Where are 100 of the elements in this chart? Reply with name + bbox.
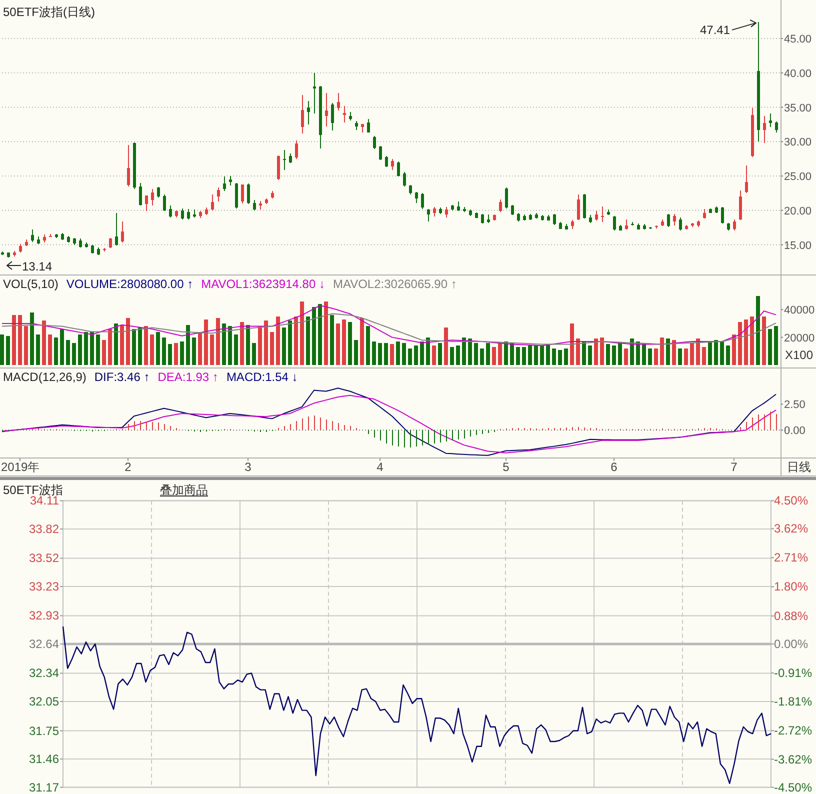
- bar: [42, 320, 46, 365]
- bar: [318, 304, 322, 365]
- candlestick: [325, 92, 328, 127]
- y-tick-label: 32.34: [28, 666, 60, 680]
- bar: [414, 346, 418, 365]
- y2-tick-label: -0.91%: [774, 666, 812, 680]
- candlestick: [31, 229, 34, 242]
- bar: [738, 322, 742, 365]
- bar: [390, 344, 394, 365]
- annotation: 13.14: [22, 260, 52, 274]
- y-tick-label: 20.00: [784, 205, 812, 218]
- bar: [744, 319, 748, 365]
- bar: [732, 334, 736, 365]
- candlestick: [163, 194, 166, 212]
- bar: [654, 348, 658, 365]
- bar: [156, 332, 160, 365]
- bar: [612, 346, 616, 365]
- y2-tick-label: 3.62%: [774, 522, 808, 536]
- bar: [312, 306, 316, 365]
- candlestick: [415, 191, 418, 204]
- candlestick: [763, 116, 766, 144]
- candlestick: [187, 208, 190, 220]
- candlestick: [403, 171, 406, 187]
- bar: [756, 296, 760, 365]
- candlestick: [775, 121, 778, 134]
- bar: [450, 347, 454, 365]
- bar: [174, 342, 178, 365]
- candlestick: [427, 208, 430, 222]
- bar: [108, 329, 112, 365]
- y-tick-label: 40000: [784, 304, 815, 317]
- bar: [0, 334, 4, 365]
- bar: [726, 346, 730, 365]
- bar: [462, 337, 466, 365]
- bar: [378, 342, 382, 365]
- bar: [504, 341, 508, 365]
- bar: [660, 337, 664, 365]
- bar: [516, 347, 520, 365]
- candlestick: [673, 213, 676, 226]
- bar: [528, 346, 532, 365]
- bar: [438, 342, 442, 365]
- bar: [288, 320, 292, 365]
- candlestick: [583, 193, 586, 220]
- bar: [330, 315, 334, 365]
- y2-tick-label: 0.88%: [774, 608, 808, 623]
- bar: [252, 342, 256, 365]
- bar: [348, 322, 352, 365]
- bar: [54, 337, 58, 365]
- bar: [636, 341, 640, 365]
- candlestick: [277, 154, 280, 181]
- y2-tick-label: -4.50%: [774, 780, 812, 794]
- bar: [444, 328, 448, 365]
- candlestick: [223, 176, 226, 192]
- x-tick-label: 6: [610, 460, 618, 474]
- candlestick: [121, 220, 124, 244]
- candlestick: [505, 187, 508, 209]
- bar: [684, 348, 688, 365]
- candlestick: [511, 204, 514, 216]
- bar: [552, 348, 556, 365]
- bar: [702, 347, 706, 365]
- y-tick-label: 32.05: [28, 694, 60, 709]
- candlestick: [745, 165, 748, 194]
- bar: [72, 342, 76, 365]
- y-tick-label: 2.50: [784, 399, 806, 412]
- candlestick: [253, 200, 256, 211]
- bar: [540, 346, 544, 365]
- y-tick-label: 32.93: [28, 608, 60, 623]
- y-tick-label: 31.46: [28, 752, 60, 766]
- candlestick: [409, 184, 412, 196]
- candlestick: [499, 198, 502, 212]
- bar: [12, 315, 16, 365]
- bar: [126, 318, 130, 365]
- y-tick-label: 32.64: [28, 637, 60, 651]
- y-tick-label: 33.52: [28, 551, 60, 566]
- y2-tick-label: -2.72%: [774, 724, 812, 738]
- bar: [522, 347, 526, 365]
- candlestick: [337, 92, 340, 112]
- bar: [696, 338, 700, 365]
- text: X100: [785, 348, 814, 362]
- annotation: VOLUME:2808080.00 ↑: [66, 277, 194, 291]
- x-tick-label: 2019年: [1, 460, 40, 474]
- bar: [18, 315, 22, 365]
- bar: [774, 326, 778, 365]
- candlestick: [301, 94, 304, 134]
- line-series: [62, 626, 772, 784]
- candlestick: [613, 215, 616, 231]
- bar: [258, 326, 262, 365]
- candlestick: [331, 102, 334, 132]
- y-tick-label: 0.00: [784, 425, 806, 438]
- candlestick: [385, 156, 388, 168]
- y-tick-label: 30.00: [784, 136, 812, 149]
- y-tick-label: 35.00: [784, 102, 812, 114]
- bar: [600, 337, 604, 365]
- candlestick: [391, 158, 394, 170]
- bar: [396, 341, 400, 365]
- bar: [48, 334, 52, 365]
- y2-tick-label: 1.80%: [774, 580, 808, 594]
- y2-tick-label: -3.62%: [774, 752, 812, 766]
- candlestick: [577, 194, 580, 220]
- bar: [492, 347, 496, 365]
- candlestick: [481, 213, 484, 224]
